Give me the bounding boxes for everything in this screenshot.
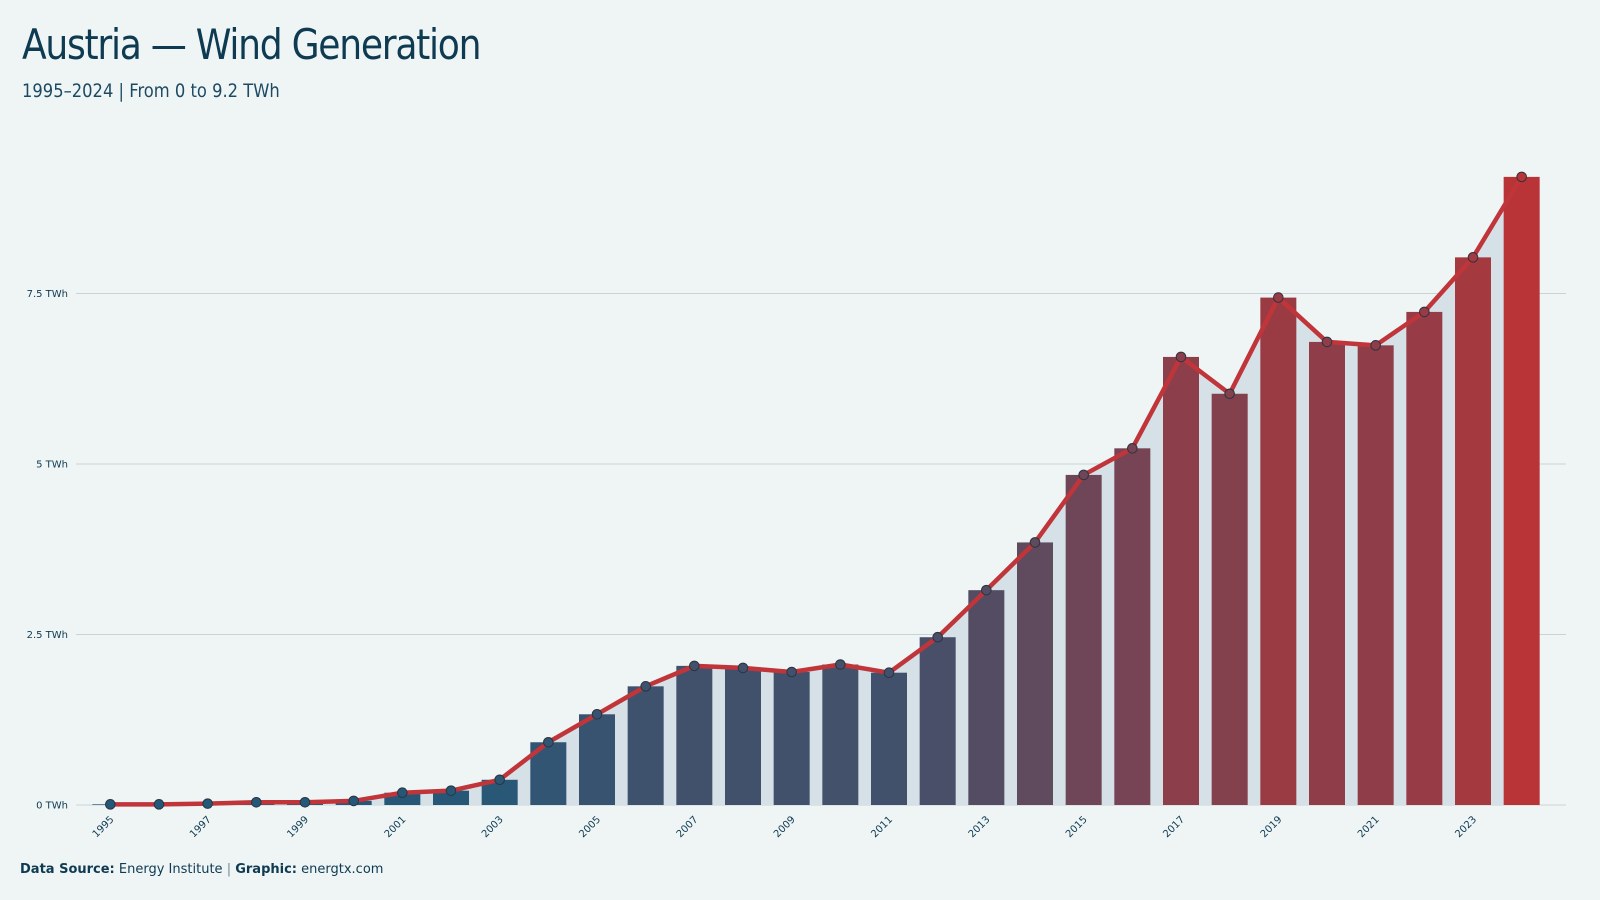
x-tick-label: 1995 (91, 814, 117, 840)
point-2017 (1175, 351, 1187, 363)
point-2007 (689, 660, 700, 672)
point-2012 (932, 631, 943, 643)
point-2002 (445, 785, 457, 796)
bar-2008 (724, 667, 762, 805)
point-2001 (397, 787, 408, 799)
point-2022 (1419, 306, 1430, 318)
series-line (108, 174, 1524, 807)
point-2008 (737, 662, 749, 674)
bar-2013 (968, 590, 1005, 805)
point-1999 (299, 796, 311, 808)
source-label: Data Source: (20, 862, 115, 877)
x-tick-label: 2011 (869, 814, 895, 840)
bar-2023 (1454, 257, 1492, 805)
y-axis-ticks: 0 TWh 2.5 TWh 5 TWh 7.5 TWh (27, 289, 68, 812)
x-tick-label: 2017 (1161, 814, 1187, 840)
x-tick-label: 2019 (1259, 814, 1285, 840)
graphic-label: Graphic: (235, 862, 297, 877)
bar-2010 (822, 664, 859, 805)
bar-2024 (1503, 176, 1540, 806)
x-tick-label: 2013 (967, 814, 993, 840)
x-tick-label: 2005 (577, 814, 603, 840)
bar-2014 (1016, 542, 1054, 805)
point-2020 (1321, 336, 1333, 348)
point-1995 (105, 799, 116, 810)
x-tick-label: 1997 (188, 814, 214, 840)
bar-2019 (1260, 297, 1297, 805)
point-2024 (1516, 171, 1527, 183)
x-tick-label: 2021 (1356, 814, 1382, 840)
point-1998 (251, 796, 262, 808)
point-2014 (1029, 537, 1041, 548)
x-tick-label: 2015 (1064, 814, 1090, 840)
bar-2018 (1211, 393, 1248, 805)
point-2005 (591, 708, 603, 720)
chart-title: Austria — Wind Generation (22, 20, 481, 69)
bar-2012 (919, 637, 956, 805)
x-axis-ticks: 1995 1997 1999 2001 2003 2005 2007 2009 2011 2013… (91, 814, 1479, 840)
bar-2006 (627, 686, 664, 805)
point-2000 (348, 795, 359, 807)
line-layer (108, 174, 1524, 807)
point-1996 (153, 799, 165, 810)
point-2019 (1273, 292, 1284, 303)
bar-2021 (1357, 345, 1394, 805)
x-tick-label: 2001 (383, 814, 409, 840)
y-tick-label: 7.5 TWh (27, 289, 68, 300)
point-2006 (640, 681, 651, 692)
bar-2002 (432, 790, 470, 805)
point-2004 (543, 736, 554, 748)
point-2023 (1467, 252, 1479, 263)
bar-2017 (1162, 356, 1200, 805)
y-tick-label: 5 TWh (36, 460, 68, 471)
bar-2005 (578, 714, 616, 805)
chart-subtitle: 1995–2024 | From 0 to 9.2 TWh (22, 80, 280, 102)
bar-2007 (676, 665, 713, 805)
point-2015 (1078, 469, 1089, 481)
x-tick-label: 2009 (772, 814, 798, 840)
point-2009 (786, 666, 797, 678)
x-tick-label: 1999 (285, 814, 311, 840)
point-2018 (1224, 388, 1235, 400)
bar-2011 (870, 672, 908, 805)
point-2013 (981, 584, 992, 596)
bar-2015 (1065, 474, 1102, 805)
footer: Data Source: Energy Institute | Graphic:… (20, 862, 383, 877)
source-value: Energy Institute (118, 862, 223, 877)
x-tick-label: 2007 (675, 814, 701, 840)
y-tick-label: 2.5 TWh (27, 630, 68, 641)
bar-layer (92, 176, 1540, 806)
point-2003 (494, 774, 505, 786)
footer-separator: | (226, 862, 232, 877)
x-tick-label: 2023 (1453, 814, 1479, 840)
y-tick-label: 0 TWh (36, 801, 68, 812)
x-tick-label: 2003 (480, 814, 506, 840)
point-2016 (1127, 443, 1138, 454)
point-2010 (835, 659, 846, 670)
bar-2009 (773, 672, 810, 805)
graphic-value: energtx.com (301, 862, 384, 877)
point-2011 (883, 667, 895, 678)
point-2021 (1370, 340, 1381, 351)
bar-2020 (1308, 341, 1346, 805)
marker-layer (105, 171, 1527, 810)
point-1997 (202, 798, 213, 809)
bar-2016 (1114, 448, 1151, 805)
bar-2022 (1406, 311, 1443, 805)
